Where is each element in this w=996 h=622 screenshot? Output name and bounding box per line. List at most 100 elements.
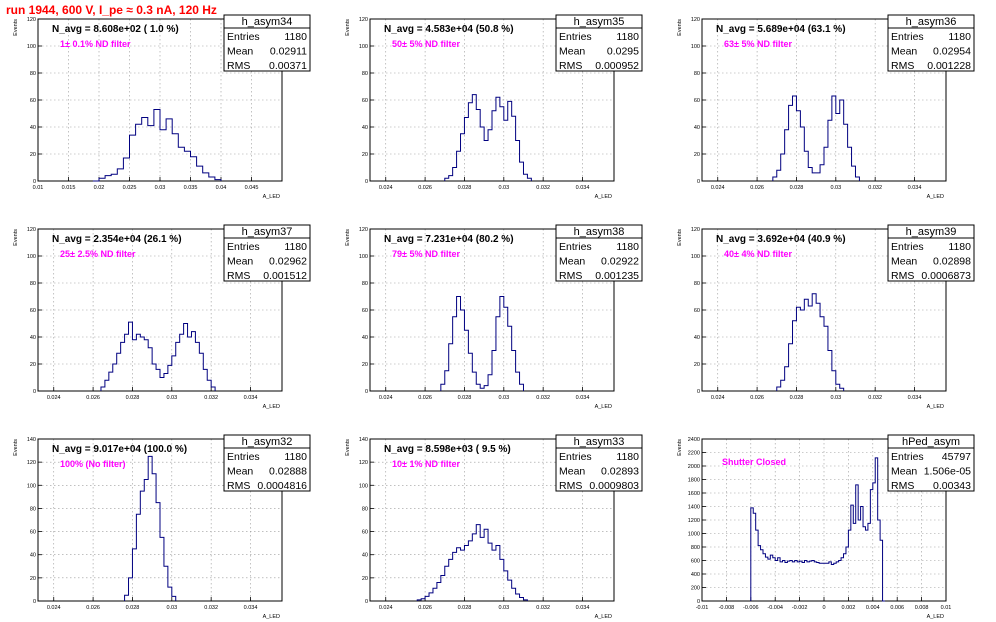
stats-label: RMS [891,480,914,492]
y-tick-label: 60 [30,530,36,536]
y-tick-label: 1000 [688,532,700,538]
x-tick-label: 0.034 [244,395,258,401]
x-tick-label: 0.034 [576,395,590,401]
filter-label: 40± 4% ND filter [724,249,792,259]
stats-box: h_asym35 Entries 1180 Mean 0.0295 RMS 0.000952 [555,14,643,72]
y-tick-label: 120 [27,227,36,233]
x-tick-label: 0.034 [576,185,590,191]
stats-value: 0.02888 [269,466,307,478]
y-tick-label: 80 [30,71,36,77]
histogram-name: h_asym32 [242,436,293,448]
stats-value: 0.0295 [607,46,639,58]
stats-label: RMS [227,270,250,282]
histogram-line [772,95,860,181]
x-tick-label: 0.026 [86,605,100,611]
navg-label: N_avg = 8.608e+02 ( 1.0 %) [52,24,179,35]
y-tick-label: 400 [691,572,700,578]
stats-box: h_asym32 Entries 1180 Mean 0.02888 RMS 0.00048… [223,434,311,492]
navg-label: N_avg = 8.598e+03 ( 9.5 %) [384,444,511,455]
x-axis-title: A_LED [927,404,944,410]
x-tick-label: -0.008 [719,605,735,611]
y-tick-label: 1600 [688,491,700,497]
y-tick-label: 40 [30,335,36,341]
x-tick-label: 0.004 [866,605,880,611]
stats-value: 0.0006873 [921,270,971,282]
histogram-line [124,455,177,601]
y-tick-label: 80 [362,71,368,77]
run-title: run 1944, 600 V, I_pe ≈ 0.3 nA, 120 Hz [6,3,217,17]
stats-value: 0.000952 [595,60,639,72]
x-tick-label: 0.028 [458,395,472,401]
y-tick-label: 100 [691,254,700,260]
y-tick-label: 80 [694,281,700,287]
stats-value: 1180 [284,31,307,43]
x-tick-label: 0.034 [908,395,922,401]
histogram-panel-h_asym38: 0.024 0.026 0.028 0.03 0.032 0.034 0 20 40 60 80 10… [345,224,643,410]
stats-label: Mean [559,466,585,478]
y-tick-label: 100 [359,44,368,50]
filter-label: 50± 5% ND filter [392,39,460,49]
stats-value: 0.02893 [601,466,639,478]
y-tick-label: 1800 [688,478,700,484]
histogram-name: h_asym34 [242,16,293,28]
navg-label: N_avg = 2.354e+04 (26.1 %) [52,234,182,245]
filter-label: Shutter Closed [722,457,786,467]
y-tick-label: 120 [27,460,36,466]
stats-value: 1180 [616,241,639,253]
y-tick-label: 0 [33,389,36,395]
y-tick-label: 120 [359,460,368,466]
x-axis-title: A_LED [927,194,944,200]
x-tick-label: 0.028 [126,395,140,401]
x-tick-label: 0.015 [62,185,76,191]
filter-label: 10± 1% ND filter [392,459,460,469]
stats-value: 0.02922 [601,256,639,268]
x-tick-label: 0.026 [418,605,432,611]
stats-value: 1180 [616,31,639,43]
stats-label: Mean [227,466,253,478]
y-axis-title: Events [13,439,19,456]
y-tick-label: 140 [27,437,36,443]
histogram-panel-h_asym34: 0.01 0.015 0.02 0.025 0.03 0.035 0.04 0.045 0 20 4… [13,14,311,200]
stats-value: 1180 [284,451,307,463]
x-tick-label: 0.03 [166,605,177,611]
y-tick-label: 40 [694,335,700,341]
stats-label: RMS [227,60,250,72]
stats-label: RMS [227,480,250,492]
y-tick-label: 0 [697,389,700,395]
filter-label: 25± 2.5% ND filter [60,249,136,259]
y-tick-label: 0 [697,599,700,605]
x-tick-label: 0.026 [750,395,764,401]
y-tick-label: 100 [27,44,36,50]
y-axis-title: Events [677,19,683,36]
y-tick-label: 40 [30,125,36,131]
y-tick-label: 0 [33,179,36,185]
y-tick-label: 100 [27,483,36,489]
x-tick-label: 0.045 [245,185,259,191]
y-tick-label: 200 [691,586,700,592]
x-tick-label: 0.032 [868,185,882,191]
stats-label: Mean [559,256,585,268]
histogram-panel-h_asym32: 0.024 0.026 0.028 0.03 0.032 0.034 0 20 40 60 80 10… [13,434,311,620]
stats-value: 45797 [942,451,971,463]
y-tick-label: 100 [359,254,368,260]
y-tick-label: 120 [359,17,368,23]
stats-value: 0.001512 [263,270,307,282]
y-tick-label: 60 [694,308,700,314]
y-tick-label: 20 [694,152,700,158]
y-tick-label: 40 [30,553,36,559]
x-tick-label: -0.006 [743,605,759,611]
stats-value: 0.0009803 [589,480,639,492]
histogram-panel-h_asym35: 0.024 0.026 0.028 0.03 0.032 0.034 0 20 40 60 80 10… [345,14,643,200]
y-axis-title: Events [13,19,19,36]
stats-box: h_asym38 Entries 1180 Mean 0.02922 RMS 0.00123… [555,224,643,282]
y-tick-label: 60 [30,98,36,104]
stats-box: h_asym39 Entries 1180 Mean 0.02898 RMS 0.00068… [887,224,975,282]
filter-label: 100% (No filter) [60,459,126,469]
stats-label: Entries [559,451,592,463]
x-tick-label: 0.002 [842,605,856,611]
y-tick-label: 40 [362,553,368,559]
y-tick-label: 80 [362,281,368,287]
stats-value: 0.00343 [933,480,971,492]
histogram-name: h_asym37 [242,226,293,238]
histogram-line [444,94,532,181]
